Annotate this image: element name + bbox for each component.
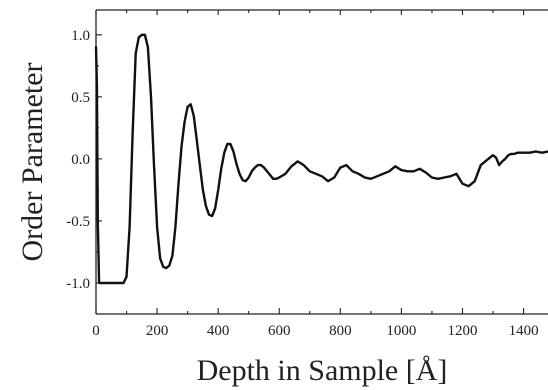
x-tick-label: 600 [268,323,291,339]
tick-marks [95,10,525,314]
order-parameter-series-line [94,33,548,285]
x-tick-label: 400 [207,323,230,339]
y-tick-label: -0.5 [66,214,90,230]
y-tick-label: 0.5 [71,90,90,106]
y-tick-label: -1.0 [66,276,90,292]
tick-labels: 0 200 400 600 800 1000 1200 1400 -1.0 -0.5 0.0 0.5 1… [66,28,538,339]
x-tick-label: 1000 [386,323,416,339]
axes [95,9,548,315]
x-axis-label: Depth in Sample [Å] [197,354,448,387]
x-tick-label: 200 [146,323,169,339]
x-tick-label: 1400 [509,323,539,339]
y-axis-label: Order Parameter [16,62,49,261]
x-tick-label: 1200 [447,323,477,339]
y-tick-label: 0.0 [71,152,90,168]
y-tick-label: 1.0 [71,28,90,44]
x-tick-label: 0 [92,323,100,339]
x-tick-label: 800 [329,323,352,339]
